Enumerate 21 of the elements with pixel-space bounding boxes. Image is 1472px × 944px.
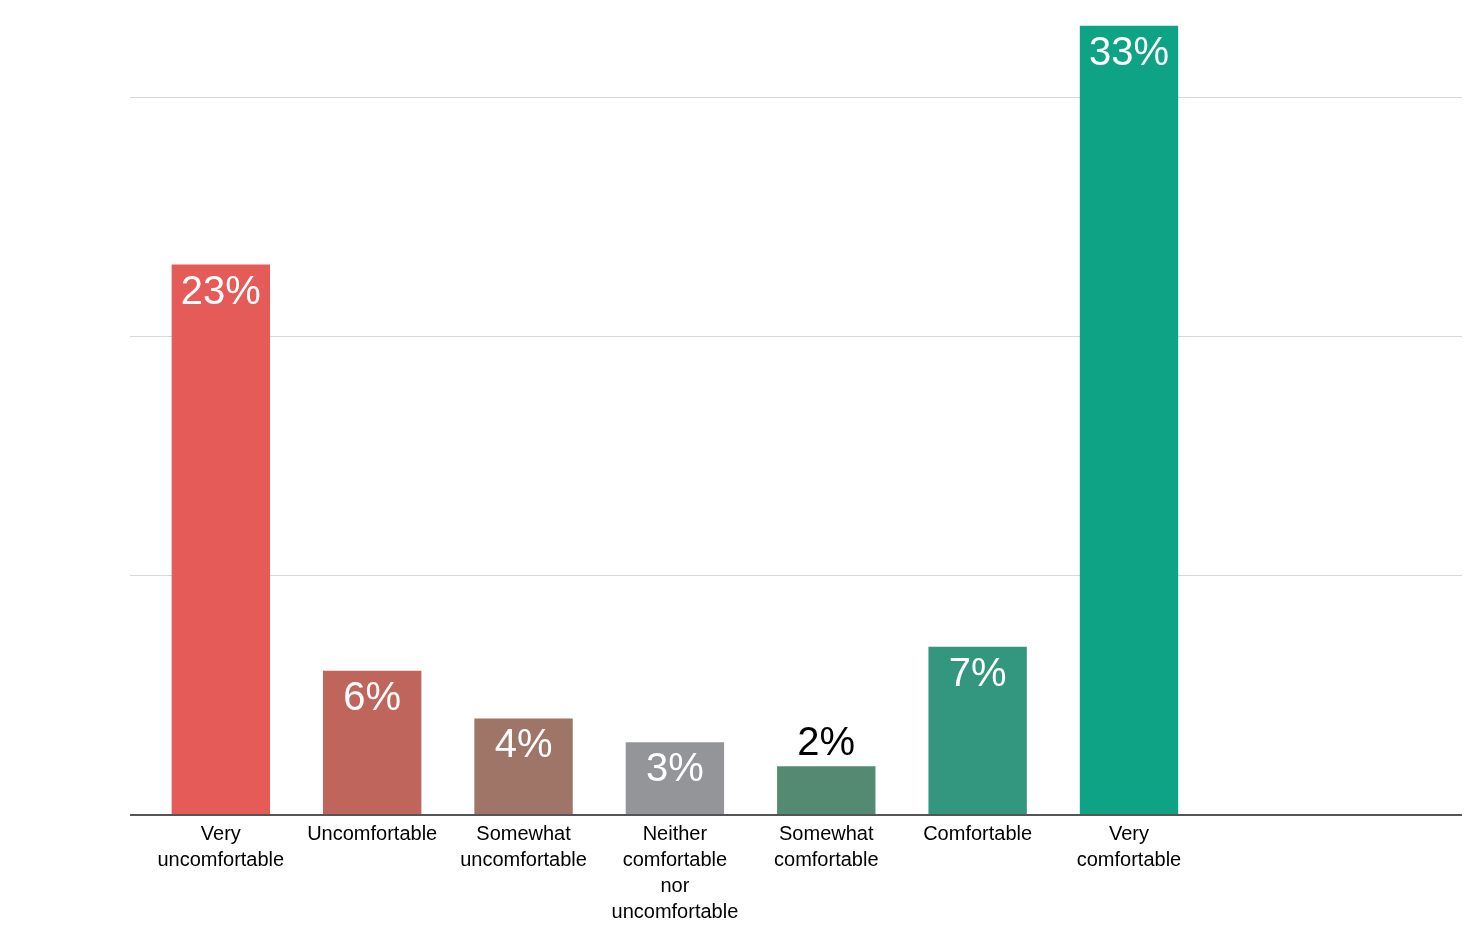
- bar: [1079, 25, 1179, 814]
- bar: [474, 718, 573, 814]
- bar: [625, 742, 725, 814]
- bar: [928, 646, 1027, 814]
- x-tick-label: Uncomfortable: [307, 822, 438, 844]
- data-label: 2%: [797, 719, 856, 764]
- data-label: 7%: [948, 649, 1007, 694]
- x-tick-label: Somewhat uncomfortable: [460, 822, 587, 870]
- data-label: 4%: [494, 721, 553, 766]
- x-tick-label: Neither comfortable nor uncomfortable: [611, 822, 739, 922]
- bar: [171, 264, 271, 814]
- bar: [777, 766, 876, 814]
- data-label: 3%: [646, 745, 704, 790]
- data-label: 33%: [1088, 28, 1170, 73]
- data-label: 23%: [180, 267, 261, 312]
- x-tick-label: Comfortable: [923, 822, 1033, 844]
- bar: [322, 670, 422, 814]
- data-label: 6%: [343, 673, 402, 718]
- x-tick-label: Somewhat comfortable: [774, 822, 879, 870]
- x-tick-label: Very comfortable: [1076, 822, 1182, 870]
- x-tick-label: Very uncomfortable: [157, 822, 285, 870]
